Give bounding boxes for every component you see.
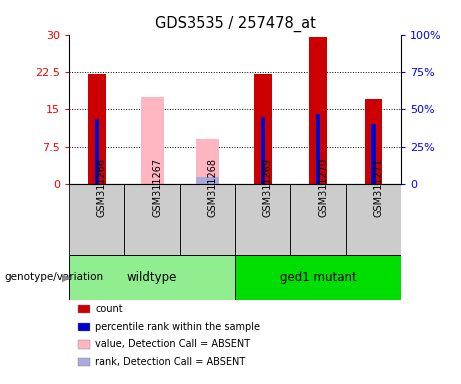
Text: GSM311266: GSM311266 bbox=[97, 158, 107, 217]
Text: GSM311270: GSM311270 bbox=[318, 158, 328, 217]
Text: wildtype: wildtype bbox=[127, 271, 177, 284]
Bar bbox=[124, 184, 180, 255]
Text: GSM311267: GSM311267 bbox=[152, 158, 162, 217]
Bar bbox=[180, 184, 235, 255]
Bar bbox=[235, 184, 290, 255]
Text: value, Detection Call = ABSENT: value, Detection Call = ABSENT bbox=[95, 339, 250, 349]
Text: GSM311268: GSM311268 bbox=[207, 158, 218, 217]
Bar bbox=[309, 37, 327, 184]
Bar bbox=[141, 97, 164, 184]
Bar bbox=[69, 255, 235, 300]
Bar bbox=[95, 119, 99, 184]
Bar bbox=[346, 184, 401, 255]
Bar bbox=[290, 184, 346, 255]
Bar bbox=[260, 117, 265, 184]
Bar bbox=[371, 124, 376, 184]
Text: count: count bbox=[95, 304, 123, 314]
Text: ged1 mutant: ged1 mutant bbox=[280, 271, 356, 284]
Bar bbox=[254, 74, 272, 184]
Text: ▶: ▶ bbox=[62, 272, 71, 283]
Title: GDS3535 / 257478_at: GDS3535 / 257478_at bbox=[155, 16, 315, 32]
Text: GSM311269: GSM311269 bbox=[263, 158, 273, 217]
Bar bbox=[69, 184, 124, 255]
Bar bbox=[235, 255, 401, 300]
Text: rank, Detection Call = ABSENT: rank, Detection Call = ABSENT bbox=[95, 357, 246, 367]
Bar bbox=[196, 139, 219, 184]
Text: percentile rank within the sample: percentile rank within the sample bbox=[95, 322, 260, 332]
Text: GSM311271: GSM311271 bbox=[373, 158, 384, 217]
Bar bbox=[316, 114, 320, 184]
Bar bbox=[88, 74, 106, 184]
Bar bbox=[365, 99, 382, 184]
Text: genotype/variation: genotype/variation bbox=[5, 272, 104, 283]
Bar bbox=[196, 177, 219, 184]
